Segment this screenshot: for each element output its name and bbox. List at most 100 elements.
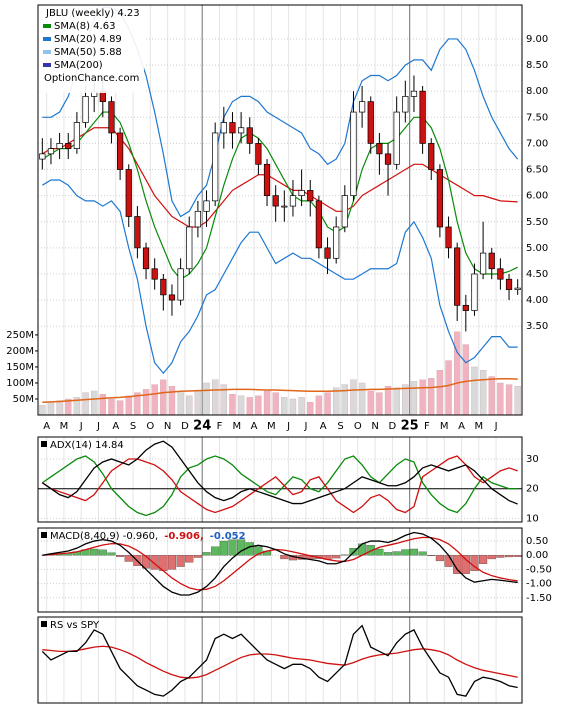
series-line <box>41 455 518 514</box>
panel-title: ADX(14) 14.84 <box>50 440 124 451</box>
watermark: OptionChance.com <box>44 73 139 84</box>
volume-bar <box>82 392 89 416</box>
histogram-bar <box>409 548 419 556</box>
series-line <box>42 536 518 591</box>
volume-tick-label: 250M <box>6 330 34 341</box>
x-tick-label: 25 <box>401 419 419 434</box>
histogram-bar <box>98 549 107 556</box>
candle-body <box>350 111 357 196</box>
volume-bar <box>151 384 158 416</box>
x-tick-label: M <box>267 421 276 432</box>
y-tick-label: 8.50 <box>526 60 548 71</box>
volume-tick-label: 150M <box>6 362 34 373</box>
candle-body <box>194 210 202 228</box>
candle-body <box>229 122 236 134</box>
x-tick-label: S <box>337 421 343 432</box>
legend-swatch <box>43 50 51 54</box>
x-tick-label: N <box>164 421 171 432</box>
candle-body <box>479 252 487 275</box>
y-tick-label: 5.50 <box>526 217 548 228</box>
candle-body <box>255 143 262 165</box>
candle-body <box>497 268 504 280</box>
volume-bar <box>47 402 55 416</box>
volume-bar <box>436 370 444 416</box>
volume-bar <box>229 394 236 416</box>
x-tick-label: F <box>424 421 430 432</box>
candle-body <box>125 169 132 217</box>
candle-body <box>462 304 469 311</box>
candle-body <box>428 143 435 170</box>
legend-label: SMA(20) 4.89 <box>54 34 122 45</box>
panel-background <box>38 528 522 612</box>
legend-label: JBLU (weekly) 4.23 <box>45 8 140 19</box>
histogram-bar <box>228 539 237 556</box>
candle-body <box>220 122 227 134</box>
volume-bar <box>454 331 461 416</box>
series-line <box>41 455 518 517</box>
volume-bar <box>367 390 374 416</box>
legend-box <box>40 6 144 93</box>
volume-bar <box>263 390 271 416</box>
volume-bar <box>324 392 331 416</box>
legend-swatch <box>43 24 51 28</box>
candle-body <box>488 252 495 270</box>
y-tick-label: 8.00 <box>526 86 548 97</box>
x-tick-label: J <box>494 421 498 432</box>
volume-bar <box>203 382 210 416</box>
volume-bar <box>108 398 115 416</box>
x-tick-label: D <box>389 421 397 432</box>
candle-body <box>272 195 279 207</box>
y-tick-label: 7.00 <box>526 138 548 149</box>
x-tick-label: M <box>60 421 69 432</box>
x-tick-label: 24 <box>193 419 211 434</box>
histogram-bar <box>513 555 522 557</box>
y-tick-label: -0.50 <box>526 564 552 575</box>
volume-bar <box>142 389 150 416</box>
volume-bar <box>471 366 478 416</box>
candle-body <box>177 268 184 301</box>
candle-body <box>514 287 521 290</box>
y-tick-label: 0.00 <box>526 550 548 561</box>
panel-title: RS vs SPY <box>50 620 100 631</box>
histogram-bar <box>219 540 228 556</box>
legend-label: SMA(200) <box>54 60 103 71</box>
series-line <box>41 624 518 697</box>
volume-bar <box>281 397 288 416</box>
histogram-bar <box>461 555 470 574</box>
candle-body <box>281 205 288 208</box>
candle-body <box>471 273 478 311</box>
y-tick-label: 4.00 <box>526 295 548 306</box>
y-tick-label: 20 <box>526 484 539 495</box>
histogram-bar <box>116 555 125 557</box>
volume-bar <box>307 402 314 416</box>
candle-body <box>307 190 314 202</box>
volume-bar <box>462 344 469 416</box>
y-tick-label: 6.00 <box>526 191 548 202</box>
legend-swatch <box>43 37 51 41</box>
series-line <box>42 645 518 679</box>
volume-bar <box>315 395 323 416</box>
histogram-bar <box>401 549 410 556</box>
histogram-bar <box>375 548 384 556</box>
candle-body <box>108 101 115 134</box>
volume-bar <box>445 360 452 416</box>
volume-bar <box>419 379 426 416</box>
volume-bar <box>298 397 305 416</box>
candle-body <box>324 247 331 259</box>
volume-bar <box>341 384 348 416</box>
x-tick-label: O <box>354 421 362 432</box>
candle-body <box>263 163 271 196</box>
candle-body <box>289 195 297 207</box>
candle-body <box>367 101 374 144</box>
x-tick-label: A <box>251 421 258 432</box>
candle-body <box>212 132 219 202</box>
series-line <box>42 531 518 596</box>
volume-bar <box>246 397 253 416</box>
histogram-bar <box>202 552 211 556</box>
title-swatch <box>41 532 47 538</box>
histogram-bar <box>211 546 220 556</box>
histogram-bar <box>340 554 349 556</box>
candle-body <box>73 122 81 149</box>
x-tick-label: A <box>43 421 50 432</box>
